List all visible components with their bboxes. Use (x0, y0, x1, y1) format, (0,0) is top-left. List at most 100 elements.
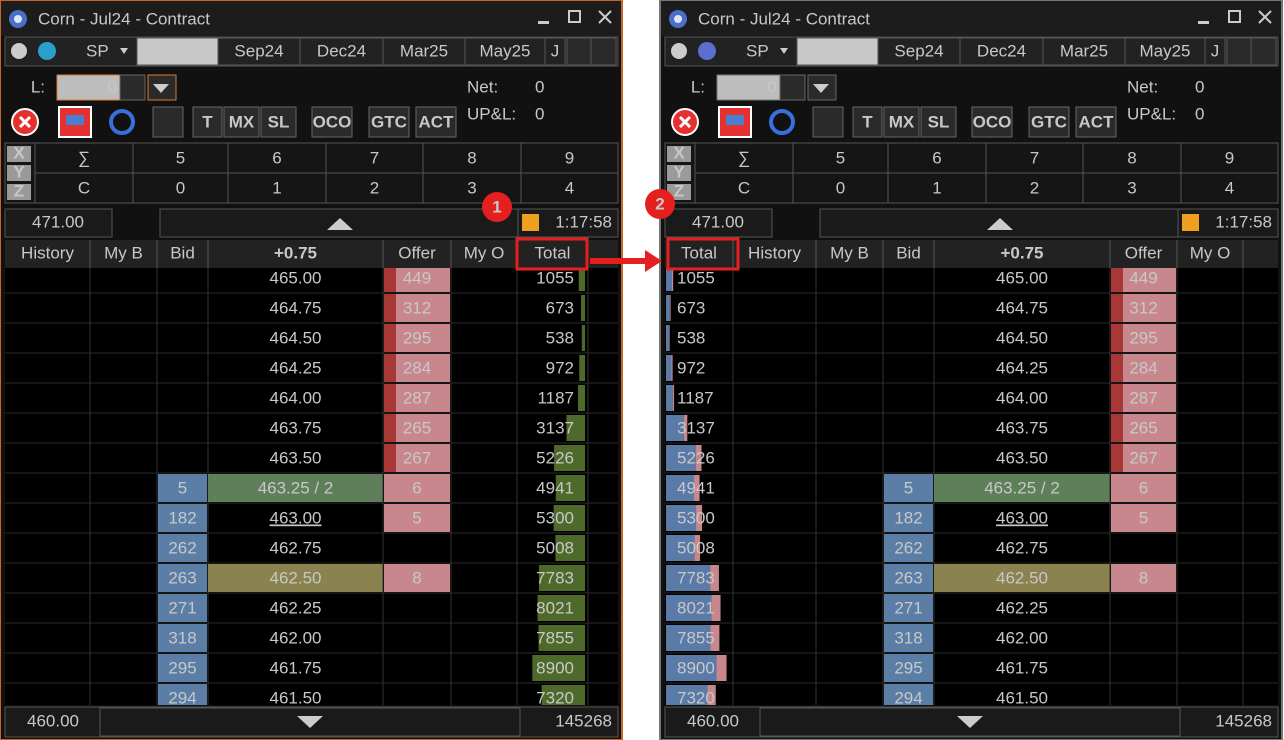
quantity-input[interactable] (716, 74, 781, 101)
price[interactable]: 461.75 (996, 658, 1048, 677)
order-type-label[interactable]: OCO (313, 112, 352, 131)
xyz-cell[interactable]: 8 (467, 148, 476, 167)
offer-size[interactable]: 295 (1129, 328, 1157, 347)
xyz-cell[interactable]: 8 (1127, 148, 1136, 167)
offer-cell[interactable] (1111, 474, 1176, 502)
xyz-cell[interactable]: 2 (1030, 178, 1039, 197)
order-type-label[interactable]: ACT (1079, 112, 1115, 131)
refresh-button[interactable] (109, 109, 135, 135)
offer-size[interactable]: 295 (403, 328, 431, 347)
price[interactable]: 464.50 (996, 328, 1048, 347)
price[interactable]: 464.25 (996, 358, 1048, 377)
column-header[interactable]: My O (1190, 243, 1231, 262)
offer-cell[interactable] (384, 504, 450, 532)
tab-scroll-right[interactable] (590, 37, 617, 66)
xyz-cell[interactable]: 5 (176, 148, 185, 167)
minimize-button[interactable] (538, 21, 549, 24)
offer-size[interactable]: 267 (1129, 448, 1157, 467)
bid-cell[interactable] (158, 684, 207, 712)
offer-size[interactable]: 312 (403, 298, 431, 317)
order-type-button[interactable] (971, 106, 1013, 138)
xyz-cell[interactable]: 9 (565, 148, 574, 167)
chart-button[interactable] (38, 42, 56, 60)
offer-size[interactable]: 265 (1129, 418, 1157, 437)
bid-size[interactable]: 262 (168, 538, 196, 557)
tab-scroll-right[interactable] (1250, 37, 1277, 66)
bid-size[interactable]: 295 (168, 658, 196, 677)
bid-cell[interactable] (158, 624, 207, 652)
xyz-cell[interactable]: ∑ (738, 148, 750, 167)
ladder-icon[interactable] (152, 106, 184, 138)
price[interactable]: 462.25 (270, 598, 322, 617)
column-header[interactable]: Total (681, 243, 717, 262)
column-header[interactable]: Offer (1125, 243, 1163, 262)
offer-size[interactable]: 6 (1139, 478, 1148, 497)
bid-size[interactable]: 262 (894, 538, 922, 557)
price[interactable]: 464.75 (996, 298, 1048, 317)
offer-size[interactable]: 6 (412, 478, 421, 497)
price[interactable]: 461.75 (270, 658, 322, 677)
contract-tab[interactable] (796, 37, 879, 66)
price[interactable]: 462.00 (996, 628, 1048, 647)
order-type-label[interactable]: GTC (1031, 112, 1067, 131)
xyz-cell[interactable]: 9 (1225, 148, 1234, 167)
price[interactable]: 462.75 (270, 538, 322, 557)
offer-size[interactable]: 5 (1139, 508, 1148, 527)
order-type-button[interactable] (415, 106, 457, 138)
order-type-button[interactable] (883, 106, 920, 138)
bid-size[interactable]: 271 (168, 598, 196, 617)
price[interactable]: 462.00 (270, 628, 322, 647)
order-type-button[interactable] (920, 106, 957, 138)
bid-cell[interactable] (884, 504, 933, 532)
column-header[interactable]: My O (464, 243, 505, 262)
xyz-cell[interactable]: ∑ (78, 148, 90, 167)
bid-cell[interactable] (158, 564, 207, 592)
column-header[interactable]: Offer (398, 243, 436, 262)
price[interactable]: 464.00 (270, 388, 322, 407)
price[interactable]: 465.00 (270, 268, 322, 287)
minimize-button[interactable] (1198, 21, 1209, 24)
refresh-button[interactable] (769, 109, 795, 135)
contract-tab-label[interactable]: Sep24 (234, 41, 283, 60)
price[interactable]: 462.75 (996, 538, 1048, 557)
xyz-cell[interactable]: 1 (272, 178, 281, 197)
order-type-label[interactable]: SL (268, 112, 290, 131)
column-header[interactable]: History (21, 243, 74, 262)
offer-cell[interactable] (384, 474, 450, 502)
offer-cell[interactable] (1111, 504, 1176, 532)
order-type-button[interactable] (368, 106, 410, 138)
xyz-cell[interactable]: C (738, 178, 750, 197)
bid-size[interactable]: 294 (894, 688, 922, 707)
order-type-label[interactable]: MX (229, 112, 255, 131)
quantity-value[interactable]: 0 (768, 77, 777, 96)
price[interactable]: 463.00 (270, 508, 322, 527)
price[interactable]: 461.50 (996, 688, 1048, 707)
bid-size[interactable]: 5 (178, 478, 187, 497)
contract-tab-label[interactable]: May25 (1139, 41, 1190, 60)
xyz-cell[interactable]: 2 (370, 178, 379, 197)
bid-size[interactable]: 263 (168, 568, 196, 587)
xyz-cell[interactable]: 4 (1225, 178, 1234, 197)
order-type-button[interactable] (260, 106, 297, 138)
quantity-value[interactable]: 0 (108, 77, 117, 96)
settings-button[interactable] (11, 43, 27, 59)
price[interactable]: 463.50 (270, 448, 322, 467)
bid-cell[interactable] (158, 534, 207, 562)
contract-tab-label[interactable]: J (1211, 41, 1220, 60)
xyz-cell[interactable]: 4 (565, 178, 574, 197)
price[interactable]: 463.50 (996, 448, 1048, 467)
quantity-spinner[interactable] (119, 74, 146, 101)
price[interactable]: 463.25 / 2 (258, 478, 334, 497)
price[interactable]: 461.50 (270, 688, 322, 707)
price[interactable]: 464.25 (270, 358, 322, 377)
contract-tab-label[interactable]: Jul24 (817, 41, 858, 60)
column-header[interactable]: +0.75 (274, 243, 317, 262)
offer-size[interactable]: 8 (1139, 568, 1148, 587)
offer-size[interactable]: 312 (1129, 298, 1157, 317)
center-button[interactable] (718, 106, 752, 138)
order-type-button[interactable] (192, 106, 223, 138)
price[interactable]: 462.25 (996, 598, 1048, 617)
quantity-spinner[interactable] (779, 74, 806, 101)
maximize-button[interactable] (568, 10, 581, 23)
xyz-cell[interactable]: 3 (1127, 178, 1136, 197)
